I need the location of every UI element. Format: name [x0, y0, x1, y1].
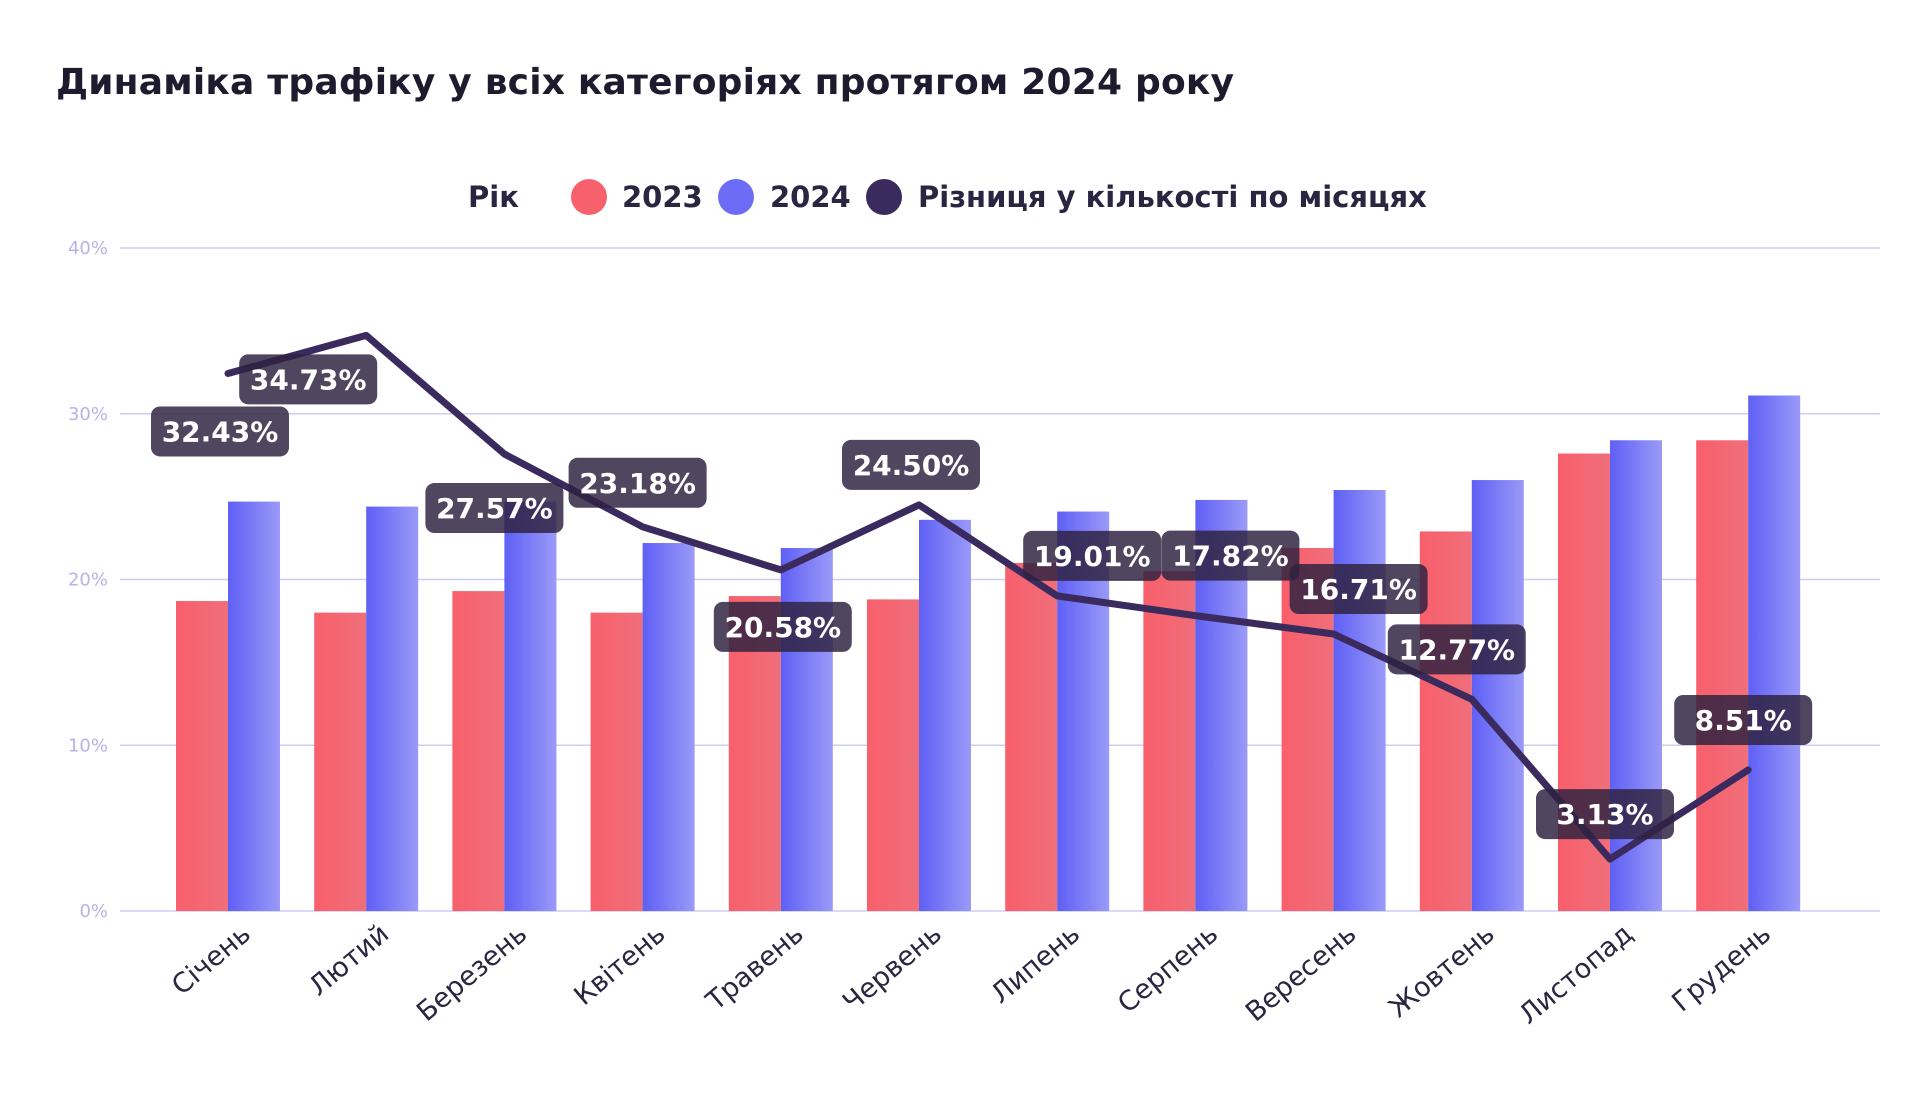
data-label-box: [1023, 530, 1162, 581]
data-label-diff: 17.82%: [1161, 530, 1300, 581]
data-label-diff: 8.51%: [1674, 694, 1813, 745]
data-label-text: 12.77%: [1398, 633, 1515, 666]
data-label-diff: 32.43%: [151, 406, 289, 457]
legend-item: 2024: [718, 179, 851, 215]
data-label-diff: 24.50%: [842, 439, 980, 490]
y-tick-label: 40%: [68, 238, 108, 259]
x-tick-label: Лютий: [303, 918, 395, 1002]
x-tick-label: Липень: [985, 918, 1086, 1010]
bar-2023: [590, 612, 643, 911]
bar-2023: [452, 591, 505, 911]
data-label-text: 8.51%: [1695, 704, 1792, 737]
legend-label: Різниця у кількості по місяцях: [918, 180, 1427, 214]
x-tick-label: Квітень: [568, 918, 671, 1011]
data-label-box: [713, 601, 852, 652]
x-tick-label: Грудень: [1666, 918, 1777, 1018]
y-tick-label: 0%: [79, 901, 108, 922]
legend-title: Рік: [468, 180, 519, 214]
data-label-diff: 27.57%: [425, 483, 564, 534]
data-label-text: 23.18%: [579, 467, 696, 500]
bar-2024: [504, 501, 557, 911]
data-label-box: [1387, 624, 1526, 675]
data-label-text: 32.43%: [162, 415, 279, 448]
data-label-box: [151, 406, 289, 457]
legend-label: 2024: [770, 180, 851, 214]
x-tick-label: Вересень: [1240, 918, 1363, 1028]
x-tick-label: Червень: [837, 918, 948, 1018]
data-label-diff: 20.58%: [713, 601, 852, 652]
data-label-text: 16.71%: [1300, 573, 1417, 606]
data-label-diff: 3.13%: [1536, 789, 1674, 840]
data-label-text: 24.50%: [853, 449, 970, 482]
bar-2024: [1748, 395, 1801, 912]
data-label-diff: 12.77%: [1387, 624, 1526, 675]
bar-2023: [1558, 453, 1610, 911]
data-label-diff: 23.18%: [568, 457, 707, 508]
data-label-text: 34.73%: [250, 363, 367, 396]
legend-item: 2023: [571, 179, 703, 215]
x-tick-label: Серпень: [1112, 918, 1224, 1019]
bar-2023: [1696, 440, 1749, 911]
x-tick-label: Березень: [411, 918, 533, 1028]
data-label-box: [425, 483, 564, 534]
data-label-box: [1536, 789, 1674, 840]
data-label-text: 20.58%: [724, 611, 841, 644]
bar-2023: [314, 612, 367, 911]
data-label-text: 19.01%: [1034, 540, 1151, 573]
legend-swatch: [571, 179, 607, 215]
data-label-text: 3.13%: [1556, 798, 1653, 831]
bar-2023: [1419, 531, 1472, 911]
data-label-box: [1161, 530, 1300, 581]
y-tick-label: 20%: [68, 570, 108, 591]
bar-2024: [366, 506, 419, 911]
legend-label: 2023: [622, 180, 703, 214]
legend-swatch: [718, 179, 754, 215]
data-label-diff: 19.01%: [1023, 530, 1162, 581]
data-label-diff: 16.71%: [1289, 564, 1428, 615]
bar-2024: [228, 501, 280, 911]
bar-2024: [642, 543, 695, 911]
bar-2023: [1005, 562, 1058, 911]
bar-2023: [867, 599, 919, 911]
bar-2024: [1471, 480, 1524, 911]
x-tick-label: Листопад: [1513, 918, 1638, 1030]
data-label-text: 17.82%: [1172, 540, 1289, 573]
data-label-box: [1674, 694, 1813, 745]
data-label-box: [842, 439, 980, 490]
y-tick-label: 10%: [68, 735, 108, 756]
bar-2024: [919, 519, 971, 911]
bar-2024: [1333, 489, 1386, 911]
legend-item: Різниця у кількості по місяцях: [866, 179, 1427, 215]
chart-title: Динаміка трафіку у всіх категоріях протя…: [56, 62, 1235, 103]
bar-2023: [176, 601, 228, 911]
data-label-box: [1289, 564, 1428, 615]
bar-2023: [1143, 571, 1196, 911]
legend-swatch: [866, 179, 902, 215]
y-tick-label: 30%: [68, 404, 108, 425]
data-label-text: 27.57%: [436, 492, 553, 525]
data-label-box: [239, 354, 378, 405]
difference-line: [224, 331, 1752, 863]
x-tick-label: Травень: [700, 918, 810, 1017]
data-label-box: [568, 457, 707, 508]
x-tick-label: Жовтень: [1383, 918, 1501, 1024]
x-tick-label: Січень: [166, 918, 257, 1001]
data-label-diff: 34.73%: [239, 354, 378, 405]
